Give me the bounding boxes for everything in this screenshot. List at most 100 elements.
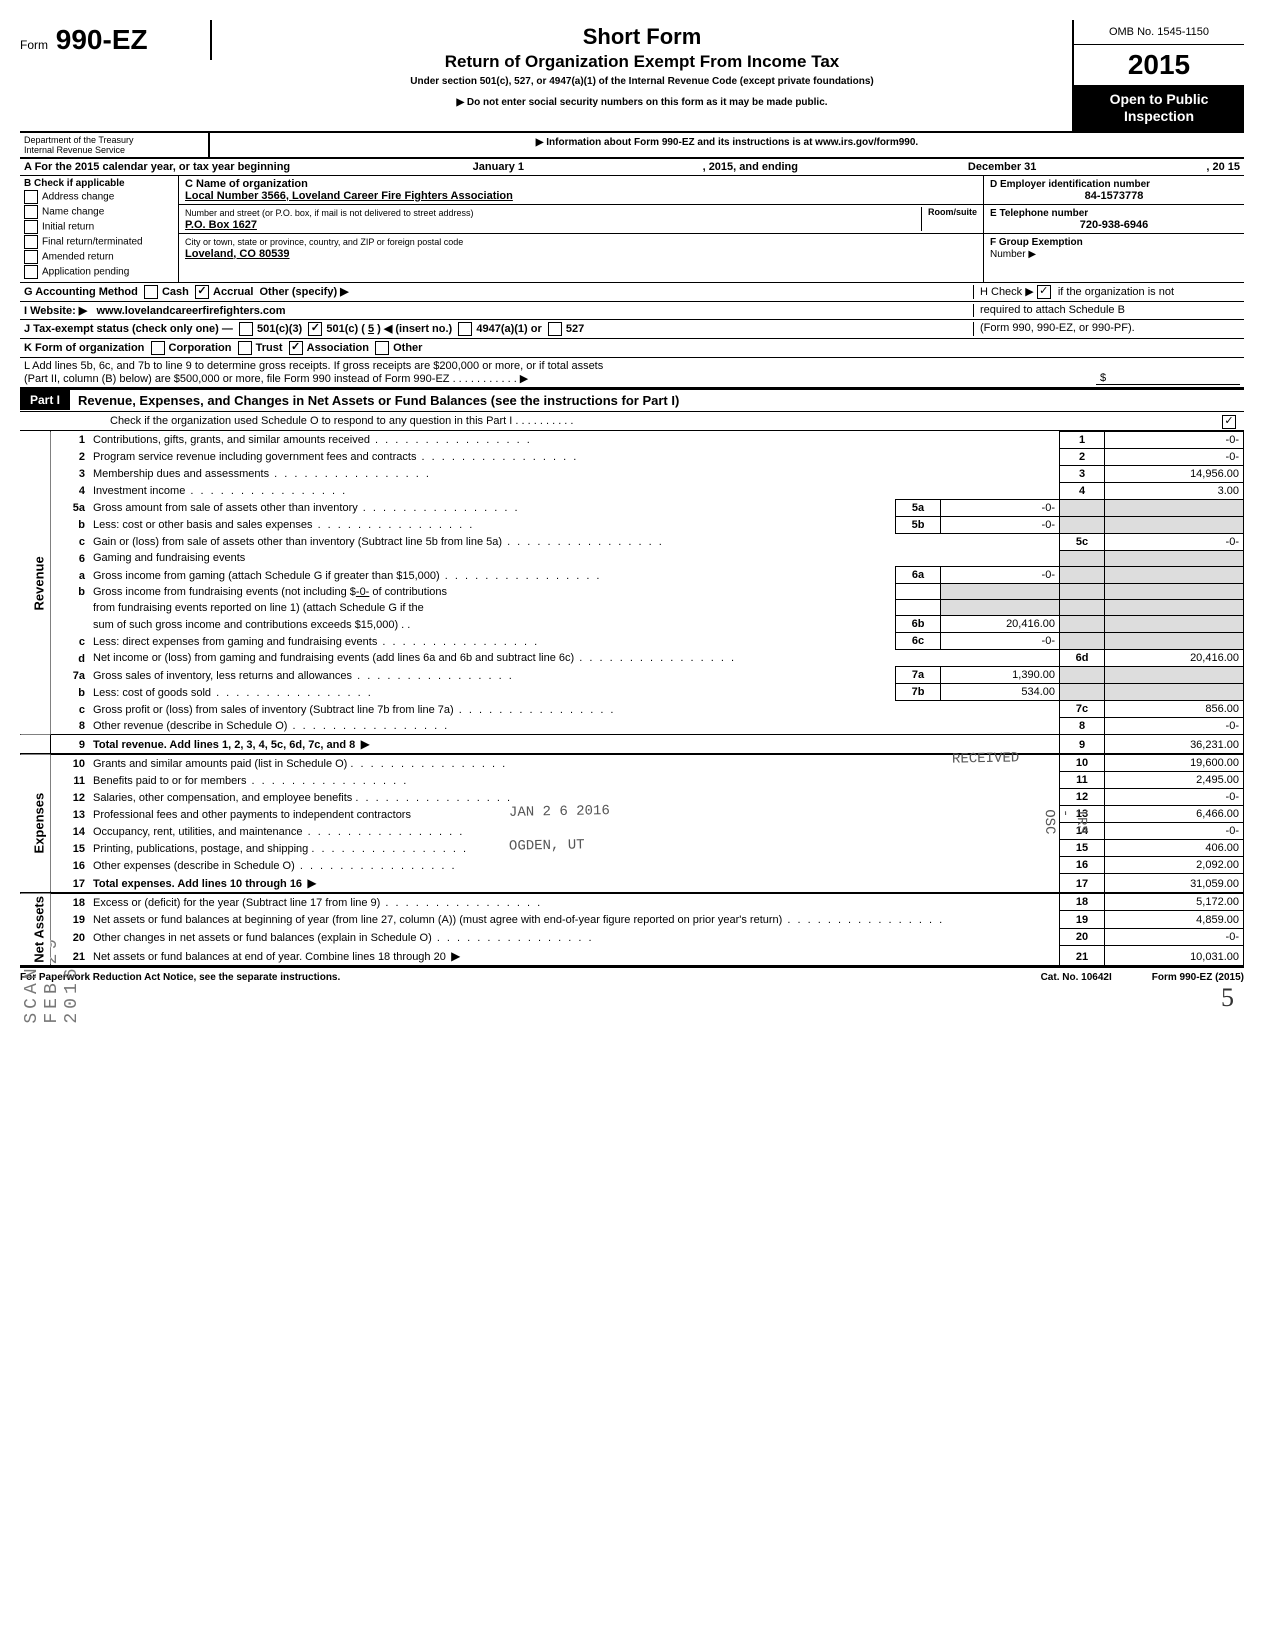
lbl-amended: Amended return (42, 251, 114, 262)
chk-amended[interactable] (24, 250, 38, 264)
chk-501c3[interactable] (239, 322, 253, 336)
footer: For Paperwork Reduction Act Notice, see … (20, 967, 1244, 983)
shadeval-6 (1105, 550, 1244, 567)
lbl-final-return: Final return/terminated (42, 236, 143, 247)
val-20: -0- (1105, 928, 1244, 946)
desc-10: Grants and similar amounts paid (list in… (93, 758, 347, 770)
sub-6a: 6a (896, 567, 941, 584)
val-21: 10,031.00 (1105, 946, 1244, 966)
chk-accrual[interactable] (195, 285, 209, 299)
footer-mid: Cat. No. 10642I (1001, 972, 1152, 983)
shade-7a (1060, 667, 1105, 684)
chk-schedule-o[interactable] (1222, 415, 1236, 429)
desc-9: Total revenue. Add lines 1, 2, 3, 4, 5c,… (93, 739, 355, 751)
no-18: 18 (51, 893, 90, 911)
desc-13: Professional fees and other payments to … (93, 809, 411, 821)
coln-9: 9 (1060, 735, 1105, 755)
chk-4947[interactable] (458, 322, 472, 336)
chk-assoc[interactable] (289, 341, 303, 355)
chk-cash[interactable] (144, 285, 158, 299)
form-prefix: Form (20, 38, 48, 52)
coln-4: 4 (1060, 482, 1105, 499)
desc-6: Gaming and fundraising events (93, 552, 245, 564)
shade-7b (1060, 684, 1105, 701)
rowA-begin: January 1 (294, 161, 702, 173)
coln-7c: 7c (1060, 701, 1105, 718)
row-I: I Website: ▶ www.lovelandcareerfirefight… (20, 302, 1244, 320)
lbl-accrual: Accrual (213, 286, 253, 298)
shade-6b-3 (896, 600, 941, 616)
chk-527[interactable] (548, 322, 562, 336)
shade-6b-4 (1060, 600, 1105, 616)
coln-16: 16 (1060, 857, 1105, 874)
chk-address-change[interactable] (24, 190, 38, 204)
chk-corp[interactable] (151, 341, 165, 355)
row-K: K Form of organization Corporation Trust… (20, 339, 1244, 358)
shade-6 (1060, 550, 1105, 567)
l-line2: (Part II, column (B) below) are $500,000… (24, 373, 528, 385)
k-label: K Form of organization (24, 342, 144, 354)
desc-6d: Net income or (loss) from gaming and fun… (93, 652, 574, 664)
shadeval-7a (1105, 667, 1244, 684)
coln-3: 3 (1060, 465, 1105, 482)
desc-2: Program service revenue including govern… (93, 451, 416, 463)
chk-schedule-b[interactable] (1037, 285, 1051, 299)
h-text2: if the organization is not (1058, 286, 1174, 298)
i-label: I Website: ▶ (24, 305, 87, 317)
shadeval-6b-2 (1105, 584, 1244, 600)
h-text1: H Check ▶ (980, 286, 1034, 298)
block-BCDEF: B Check if applicable Address change Nam… (20, 176, 1244, 283)
val-10: 19,600.00 (1105, 754, 1244, 772)
no-6a: a (51, 567, 90, 584)
no-13: 13 (51, 806, 90, 823)
h-cont2: (Form 990, 990-EZ, or 990-PF). (973, 322, 1240, 336)
coln-2: 2 (1060, 448, 1105, 465)
chk-app-pending[interactable] (24, 265, 38, 279)
lbl-assoc: Association (307, 342, 369, 354)
chk-501c[interactable] (308, 322, 322, 336)
e-label: E Telephone number (990, 208, 1088, 219)
chk-other-org[interactable] (375, 341, 389, 355)
row-A: A For the 2015 calendar year, or tax yea… (20, 159, 1244, 176)
subval-6a: -0- (941, 567, 1060, 584)
chk-name-change[interactable] (24, 205, 38, 219)
subval-6c: -0- (941, 633, 1060, 650)
lbl-4947: 4947(a)(1) or (476, 323, 541, 335)
row-GH: G Accounting Method Cash Accrual Other (… (20, 283, 1244, 302)
dept-left: Department of the Treasury Internal Reve… (20, 133, 210, 157)
row-H: H Check ▶ if the organization is not (973, 285, 1240, 299)
footer-left: For Paperwork Reduction Act Notice, see … (20, 972, 1001, 983)
lbl-name-change: Name change (42, 206, 104, 217)
shadeval-6b-3 (941, 600, 1060, 616)
lbl-501c-open: 501(c) ( (326, 323, 365, 335)
chk-final-return[interactable] (24, 235, 38, 249)
val-13: 6,466.00 (1105, 806, 1244, 823)
addr: P.O. Box 1627 (185, 219, 257, 231)
val-14: -0- (1105, 823, 1244, 840)
no-8: 8 (51, 718, 90, 735)
sub-6b: 6b (896, 616, 941, 633)
col-DEF: D Employer identification number 84-1573… (983, 176, 1244, 282)
chk-trust[interactable] (238, 341, 252, 355)
val-8: -0- (1105, 718, 1244, 735)
no-11: 11 (51, 772, 90, 789)
c-label: C Name of organization (185, 178, 308, 190)
f-label: F Group Exemption (990, 237, 1083, 248)
lbl-initial-return: Initial return (42, 221, 94, 232)
part1-title: Revenue, Expenses, and Changes in Net As… (70, 390, 1244, 411)
desc-18: Excess or (deficit) for the year (Subtra… (93, 897, 380, 909)
omb-number: OMB No. 1545-1150 (1074, 20, 1244, 45)
desc-12: Salaries, other compensation, and employ… (93, 792, 352, 804)
val-1: -0- (1105, 431, 1244, 448)
form-number: 990-EZ (56, 24, 148, 55)
omb-cell: OMB No. 1545-1150 2015 Open to Public In… (1072, 20, 1244, 131)
sub-6c: 6c (896, 633, 941, 650)
f-label2: Number ▶ (990, 249, 1036, 260)
col-C: C Name of organization Local Number 3566… (179, 176, 983, 282)
chk-initial-return[interactable] (24, 220, 38, 234)
desc-8: Other revenue (describe in Schedule O) (93, 720, 287, 732)
no-6c: c (51, 633, 90, 650)
desc-21: Net assets or fund balances at end of ye… (93, 951, 446, 963)
lbl-trust: Trust (256, 342, 283, 354)
row-L: L Add lines 5b, 6c, and 7b to line 9 to … (20, 358, 1244, 388)
